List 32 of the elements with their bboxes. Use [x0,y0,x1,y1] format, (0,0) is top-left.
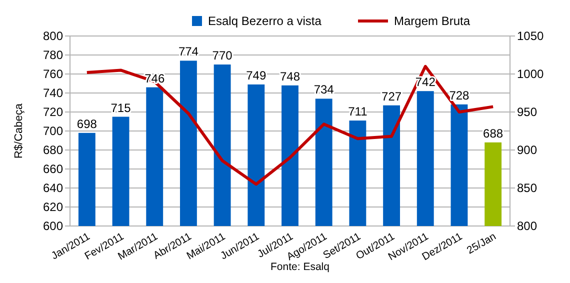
legend-label: Margem Bruta [394,14,470,28]
data-label: 770 [212,48,233,62]
y2-tick-label: 950 [517,105,538,120]
y2-tick-label: 900 [517,143,538,158]
data-label: 774 [178,44,199,59]
y-tick-label: 700 [42,124,64,138]
y-tick-label: 780 [42,48,64,62]
source-note: Fonte: Esalq [270,261,330,273]
y-tick-label: 600 [42,219,64,234]
data-label: 688 [483,126,504,140]
y-tick-label: 760 [42,67,64,82]
y2-tick-label: 850 [517,181,538,196]
data-label: 748 [280,69,300,84]
y-tick-label: 660 [42,162,64,176]
y2-tick-label: 800 [517,219,538,234]
legend-label: Esalq Bezerro a vista [208,14,322,28]
data-label: 698 [76,116,98,131]
y2-tick-label: 1000 [517,67,544,82]
y-tick-label: 620 [42,200,64,214]
y2-tick-label: 1050 [517,29,544,44]
y-axis-title: R$/Cabeça [13,102,25,159]
y-tick-label: 800 [42,29,64,44]
data-label: 749 [246,68,266,82]
y-tick-label: 680 [42,143,64,158]
y-tick-label: 720 [42,105,64,120]
data-label: 734 [314,82,334,97]
data-label: 711 [348,104,368,119]
data-label: 728 [449,88,470,102]
y-tick-label: 740 [42,86,64,100]
data-label: 715 [110,100,132,115]
data-label: 727 [382,89,402,104]
y-tick-label: 640 [42,181,64,196]
